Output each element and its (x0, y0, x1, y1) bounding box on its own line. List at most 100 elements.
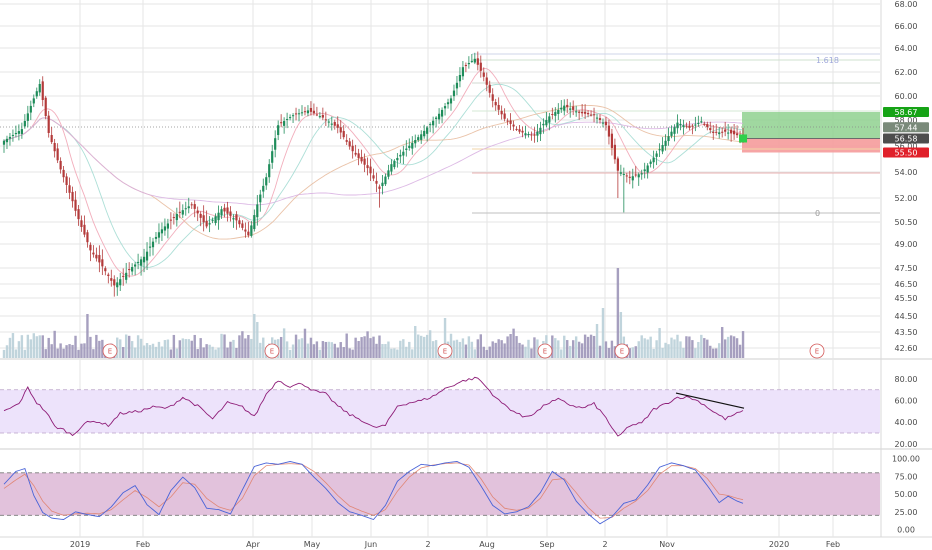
volume-bar (145, 343, 149, 358)
candle-body (286, 119, 289, 121)
candle-body (378, 186, 381, 189)
candle-body (724, 129, 727, 132)
candle-body (631, 176, 634, 181)
price-tag-background (883, 106, 929, 117)
candle-body (181, 210, 184, 215)
volume-bar (393, 348, 396, 358)
volume-bar (127, 335, 131, 358)
candle-body (38, 84, 41, 93)
candle-body (691, 125, 694, 127)
volume-bar (506, 336, 509, 358)
stoch-band (0, 472, 880, 516)
candle-body (688, 125, 691, 128)
volume-bar (482, 346, 485, 358)
price-tag-background (883, 122, 929, 133)
stop-zone (742, 138, 880, 153)
volume-bar (530, 348, 533, 358)
candle-body (321, 115, 324, 118)
candle-body (432, 120, 435, 126)
candle-body (89, 244, 92, 251)
volume-bar (470, 341, 474, 358)
candle-body (506, 120, 509, 122)
candle-body (59, 160, 62, 170)
volume-bar (187, 339, 190, 358)
candle-body (172, 217, 175, 219)
candle-body (280, 122, 283, 124)
price-axis-tick: 45.50 (895, 294, 918, 303)
volume-bar (375, 343, 378, 358)
candle-body (163, 226, 167, 231)
candle-body (515, 128, 518, 130)
fib-label-1618: 1.618 (816, 56, 839, 65)
rsi-axis-tick: 80.00 (895, 375, 918, 384)
candle-body (283, 121, 286, 126)
volume-bar (321, 341, 325, 358)
candle-body (452, 90, 456, 97)
earnings-marker-circle (614, 343, 630, 359)
candle-body (351, 145, 354, 152)
volume-bar (124, 334, 128, 358)
volume-bar (411, 349, 414, 358)
volume-bar (163, 340, 167, 358)
volume-bar (688, 336, 691, 358)
candle-body (399, 154, 402, 157)
candle-body (503, 113, 506, 119)
volume-bar (154, 346, 158, 358)
candle-body (309, 108, 313, 112)
price-tag-label: 57.44 (895, 123, 918, 132)
volume-bar (682, 347, 685, 358)
candle-body (530, 134, 533, 136)
rsi-axis-tick: 60.00 (895, 397, 918, 406)
candle-body (512, 124, 515, 127)
price-axis-tick: 68.00 (895, 0, 918, 9)
candle-body (20, 129, 23, 134)
candle-body (303, 111, 307, 113)
candle-body (223, 207, 226, 212)
candle-body (369, 166, 372, 174)
earnings-marker-label: E (270, 348, 274, 356)
candle-body (17, 131, 20, 134)
candle-body (670, 131, 673, 136)
candle-body (74, 199, 77, 211)
volume-bar (41, 335, 44, 358)
volume-bar (208, 344, 211, 358)
volume-bar (494, 342, 497, 358)
volume-bar (181, 338, 184, 358)
volume-bar (160, 346, 164, 358)
volume-bar (282, 328, 286, 358)
volume-bar (285, 341, 289, 358)
price-tags: 58.67 57.44 56.58 55.50 (739, 106, 929, 158)
volume-bar (44, 349, 47, 358)
volume-bar (175, 348, 179, 358)
volume-bar (488, 346, 491, 358)
volume-bar (569, 345, 572, 358)
earnings-marker-label: E (620, 348, 624, 356)
candle-body (479, 62, 482, 71)
volume-bar (80, 343, 83, 358)
candle-body (330, 123, 333, 125)
time-axis-tick: Jun (364, 540, 378, 549)
volume-bar (589, 334, 593, 358)
volume-bar (196, 349, 199, 358)
volume-bar (497, 339, 500, 358)
volume-bar (640, 335, 643, 358)
candle-body (268, 164, 271, 178)
candle-body (300, 112, 304, 114)
candle-body (178, 211, 181, 213)
fibonacci-levels: 1.618 0 (472, 53, 880, 218)
candle-body (363, 158, 366, 165)
volume-bar (464, 344, 468, 358)
candle-body (148, 246, 152, 248)
candle-body (661, 145, 664, 152)
volume-bar (449, 333, 453, 358)
price-tag-background (883, 147, 929, 158)
volume-bar (598, 345, 602, 358)
volume-bar (172, 334, 176, 358)
volume-bar (422, 336, 426, 358)
candle-body (47, 115, 50, 133)
candle-body (542, 123, 545, 126)
stochastic-pane: 100.00 75.00 50.00 25.00 0.00 (0, 455, 920, 534)
candle-body (187, 206, 190, 209)
candle-body (709, 128, 712, 131)
